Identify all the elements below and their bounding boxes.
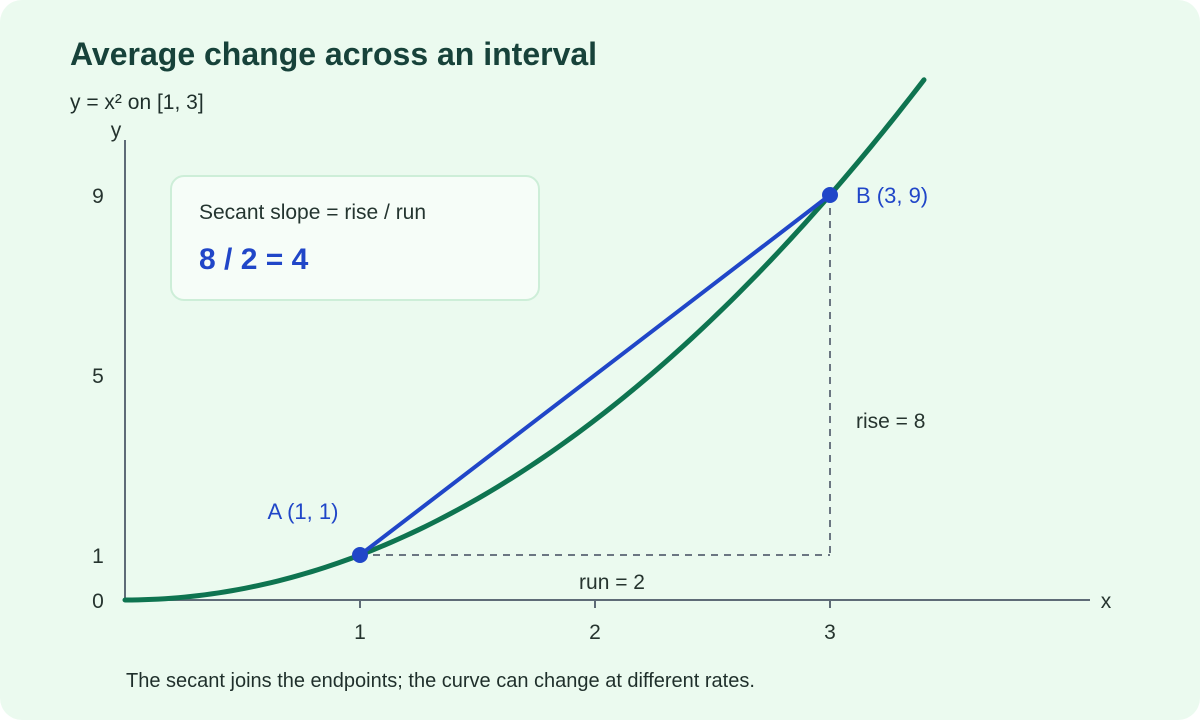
x-tick-label-1: 1 (354, 621, 366, 644)
subtitle: y = x² on [1, 3] (70, 91, 204, 114)
secant-slope-label: Secant slope = rise / run (199, 201, 427, 224)
x-tick-group: 1 2 3 (354, 600, 836, 644)
parabola-curve (122, 77, 927, 603)
x-axis-label: x (1101, 590, 1112, 613)
point-a (352, 547, 368, 563)
y-tick-label-1: 1 (92, 545, 104, 568)
y-tick-label-0: 0 (92, 590, 104, 613)
point-b-label: B (3, 9) (856, 183, 928, 208)
point-b (822, 187, 838, 203)
rise-label: rise = 8 (856, 410, 925, 433)
point-a-label: A (1, 1) (268, 499, 339, 524)
x-tick-label-2: 2 (589, 621, 601, 644)
x-tick-label-3: 3 (824, 621, 836, 644)
y-axis-label: y (111, 119, 122, 142)
y-tick-label-5: 5 (92, 365, 104, 388)
y-tick-label-9: 9 (92, 185, 104, 208)
run-label: run = 2 (579, 571, 645, 594)
secant-slope-box: Secant slope = rise / run 8 / 2 = 4 (170, 175, 540, 301)
secant-slope-value: 8 / 2 = 4 (199, 243, 309, 276)
secant-line (358, 193, 832, 557)
page-title: Average change across an interval (70, 36, 598, 72)
y-tick-group: 0 1 5 9 (92, 185, 104, 613)
caption: The secant joins the endpoints; the curv… (126, 670, 755, 692)
